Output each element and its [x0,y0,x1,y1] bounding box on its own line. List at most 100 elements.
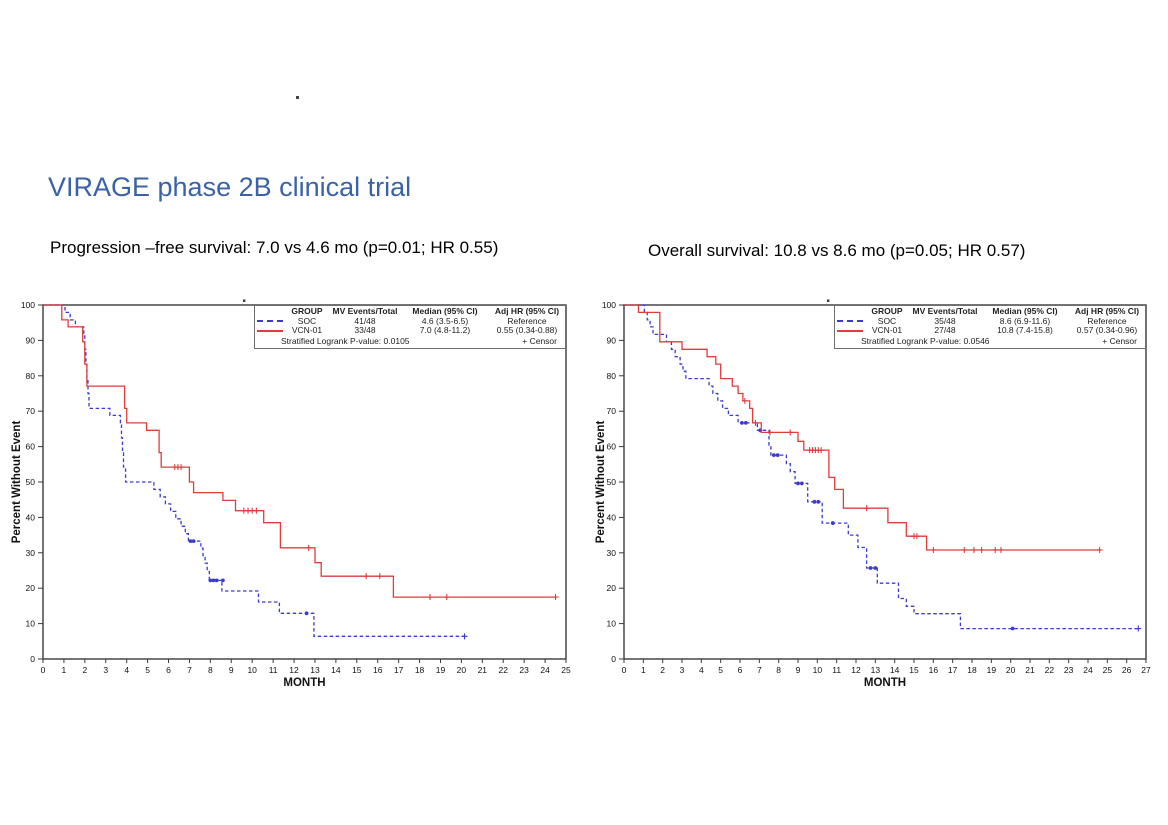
x-tick-label: 24 [1083,665,1093,675]
soc-censor-mark [211,578,216,583]
legend-footer-row: Stratified Logrank P-value: 0.0546 + Cen… [835,336,1145,346]
soc-censor-mark [188,539,193,544]
legend-row-soc: SOC 41/48 4.6 (3.5-6.5) Reference [255,315,565,327]
soc-censor-mark [868,566,873,570]
page-title: VIRAGE phase 2B clinical trial [48,172,412,203]
x-tick-label: 19 [987,665,997,675]
vcn-01-censor-mark [178,464,185,471]
vcn-01-censor-mark [443,594,450,601]
plot-frame [623,304,1147,660]
stray-dot [243,299,246,302]
y-tick-label: 90 [607,335,617,345]
soc-censor-mark [214,578,219,583]
legend-vcn01-hr: 0.57 (0.34-0.96) [1076,325,1138,335]
legend-row-vcn01: VCN-01 33/48 7.0 (4.8-11.2) 0.55 (0.34-0… [255,325,565,336]
y-tick-label: 0 [30,654,35,664]
vcn01-line-swatch [257,329,283,332]
vcn-01-censor-mark [818,447,825,454]
soc-censor-mark [191,539,196,544]
x-tick-label: 14 [331,665,341,675]
x-tick-label: 8 [208,665,213,675]
vcn-01-censor-mark [930,546,937,553]
soc-censor-mark [775,453,780,457]
x-tick-label: 4 [124,665,129,675]
y-tick-label: 30 [607,548,617,558]
os-y-axis-label: Percent Without Event [595,420,607,544]
x-tick-label: 11 [832,665,841,675]
legend-header-median: Median (95% CI) [992,306,1058,316]
y-tick-label: 0 [611,654,616,664]
y-tick-label: 40 [26,512,36,522]
vcn-01-survival-curve [624,304,1100,551]
vcn-01-censor-mark [741,397,748,404]
censor-key: + Censor [522,335,557,346]
soc-censor-mark [771,453,776,457]
legend-soc-events: 41/48 [354,315,376,326]
vcn-01-censor-mark [376,573,383,580]
x-tick-label: 23 [519,665,529,675]
x-tick-label: 24 [540,665,550,675]
legend-header-row: GROUP MV Events/Total Median (95% CI) Ad… [255,306,565,317]
x-tick-label: 1 [641,665,646,675]
y-tick-label: 70 [607,406,617,416]
vcn-01-censor-mark [998,546,1004,553]
x-tick-label: 10 [813,665,823,675]
x-tick-label: 27 [1141,665,1151,675]
x-tick-label: 10 [247,665,257,675]
soc-censor-mark [816,499,821,504]
legend-header-group: GROUP [871,306,903,316]
vcn-01-censor-mark [961,546,968,553]
legend-soc-median: 4.6 (3.5-6.5) [421,315,469,326]
soc-censor-mark [208,578,213,583]
legend-vcn01-group: VCN-01 [291,325,323,335]
legend-header-events: MV Events/Total [912,306,978,316]
legend-soc-group: SOC [877,315,897,326]
stray-page-dot [296,96,299,99]
vcn-01-censor-mark [1096,546,1103,553]
pfs-x-axis-label: MONTH [283,677,326,689]
censor-key: + Censor [1102,335,1137,346]
soc-censor-mark [1010,626,1015,631]
soc-censor-mark [1135,625,1142,632]
plot-frame [42,304,567,660]
y-tick-label: 60 [607,442,617,452]
x-tick-label: 19 [436,665,446,675]
os-x-axis-label: MONTH [863,677,907,689]
legend-vcn01-events: 33/48 [354,325,376,335]
x-tick-label: 5 [145,665,150,675]
legend-vcn01-median: 7.0 (4.8-11.2) [419,325,471,335]
legend-header-row: GROUP MV Events/Total Median (95% CI) Ad… [835,306,1145,317]
y-tick-label: 20 [26,583,36,593]
x-tick-label: 7 [757,665,762,675]
soc-censor-mark [740,420,744,425]
vcn01-line-swatch [837,329,863,332]
legend-soc-group: SOC [297,315,317,326]
soc-censor-mark [221,578,225,583]
legend-header-events: MV Events/Total [332,306,398,316]
vcn-01-censor-mark [766,429,773,436]
x-tick-label: 21 [478,665,488,675]
x-tick-label: 2 [660,665,665,675]
legend-footer-row: Stratified Logrank P-value: 0.0105 + Cen… [255,336,565,346]
x-tick-label: 3 [103,665,108,675]
pfs-subtitle: Progression –free survival: 7.0 vs 4.6 m… [50,238,499,257]
legend-header-group: GROUP [291,306,323,316]
legend-row-vcn01: VCN-01 27/48 10.8 (7.4-15.8) 0.57 (0.34-… [835,325,1145,336]
vcn-01-censor-mark [992,546,999,553]
x-tick-label: 22 [499,665,509,675]
x-tick-label: 12 [851,665,861,675]
vcn-01-censor-mark [363,573,370,580]
soc-censor-mark [304,611,309,616]
vcn-01-censor-mark [913,533,920,540]
legend-soc-median: 8.6 (6.9-11.6) [999,315,1051,326]
pfs-y-axis-label: Percent Without Event [11,420,23,544]
legend-header-median: Median (95% CI) [412,306,478,316]
legend-header-hr: Adj HR (95% CI) [1074,306,1140,316]
pfs-legend-box: GROUP MV Events/Total Median (95% CI) Ad… [254,305,566,349]
x-tick-label: 18 [967,665,977,675]
y-tick-label: 90 [26,335,36,345]
x-tick-label: 7 [187,665,192,675]
legend-soc-events: 35/48 [934,315,956,326]
y-tick-label: 30 [26,548,36,558]
soc-censor-mark [873,566,878,570]
